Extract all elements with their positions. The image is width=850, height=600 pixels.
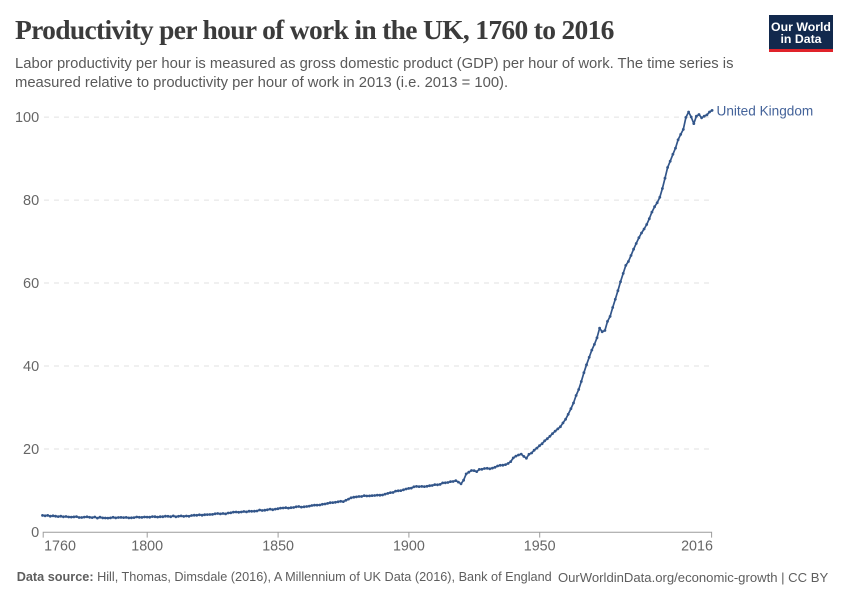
svg-text:20: 20 (23, 442, 39, 458)
svg-text:2016: 2016 (681, 539, 713, 555)
svg-text:60: 60 (23, 276, 39, 292)
svg-text:1950: 1950 (524, 539, 556, 555)
svg-text:0: 0 (31, 525, 39, 541)
svg-text:100: 100 (15, 110, 39, 126)
svg-text:80: 80 (23, 193, 39, 209)
svg-text:United Kingdom: United Kingdom (717, 104, 814, 119)
svg-text:1800: 1800 (131, 539, 163, 555)
svg-text:1760: 1760 (44, 539, 76, 555)
svg-text:40: 40 (23, 359, 39, 375)
svg-text:1900: 1900 (393, 539, 425, 555)
svg-text:1850: 1850 (262, 539, 294, 555)
